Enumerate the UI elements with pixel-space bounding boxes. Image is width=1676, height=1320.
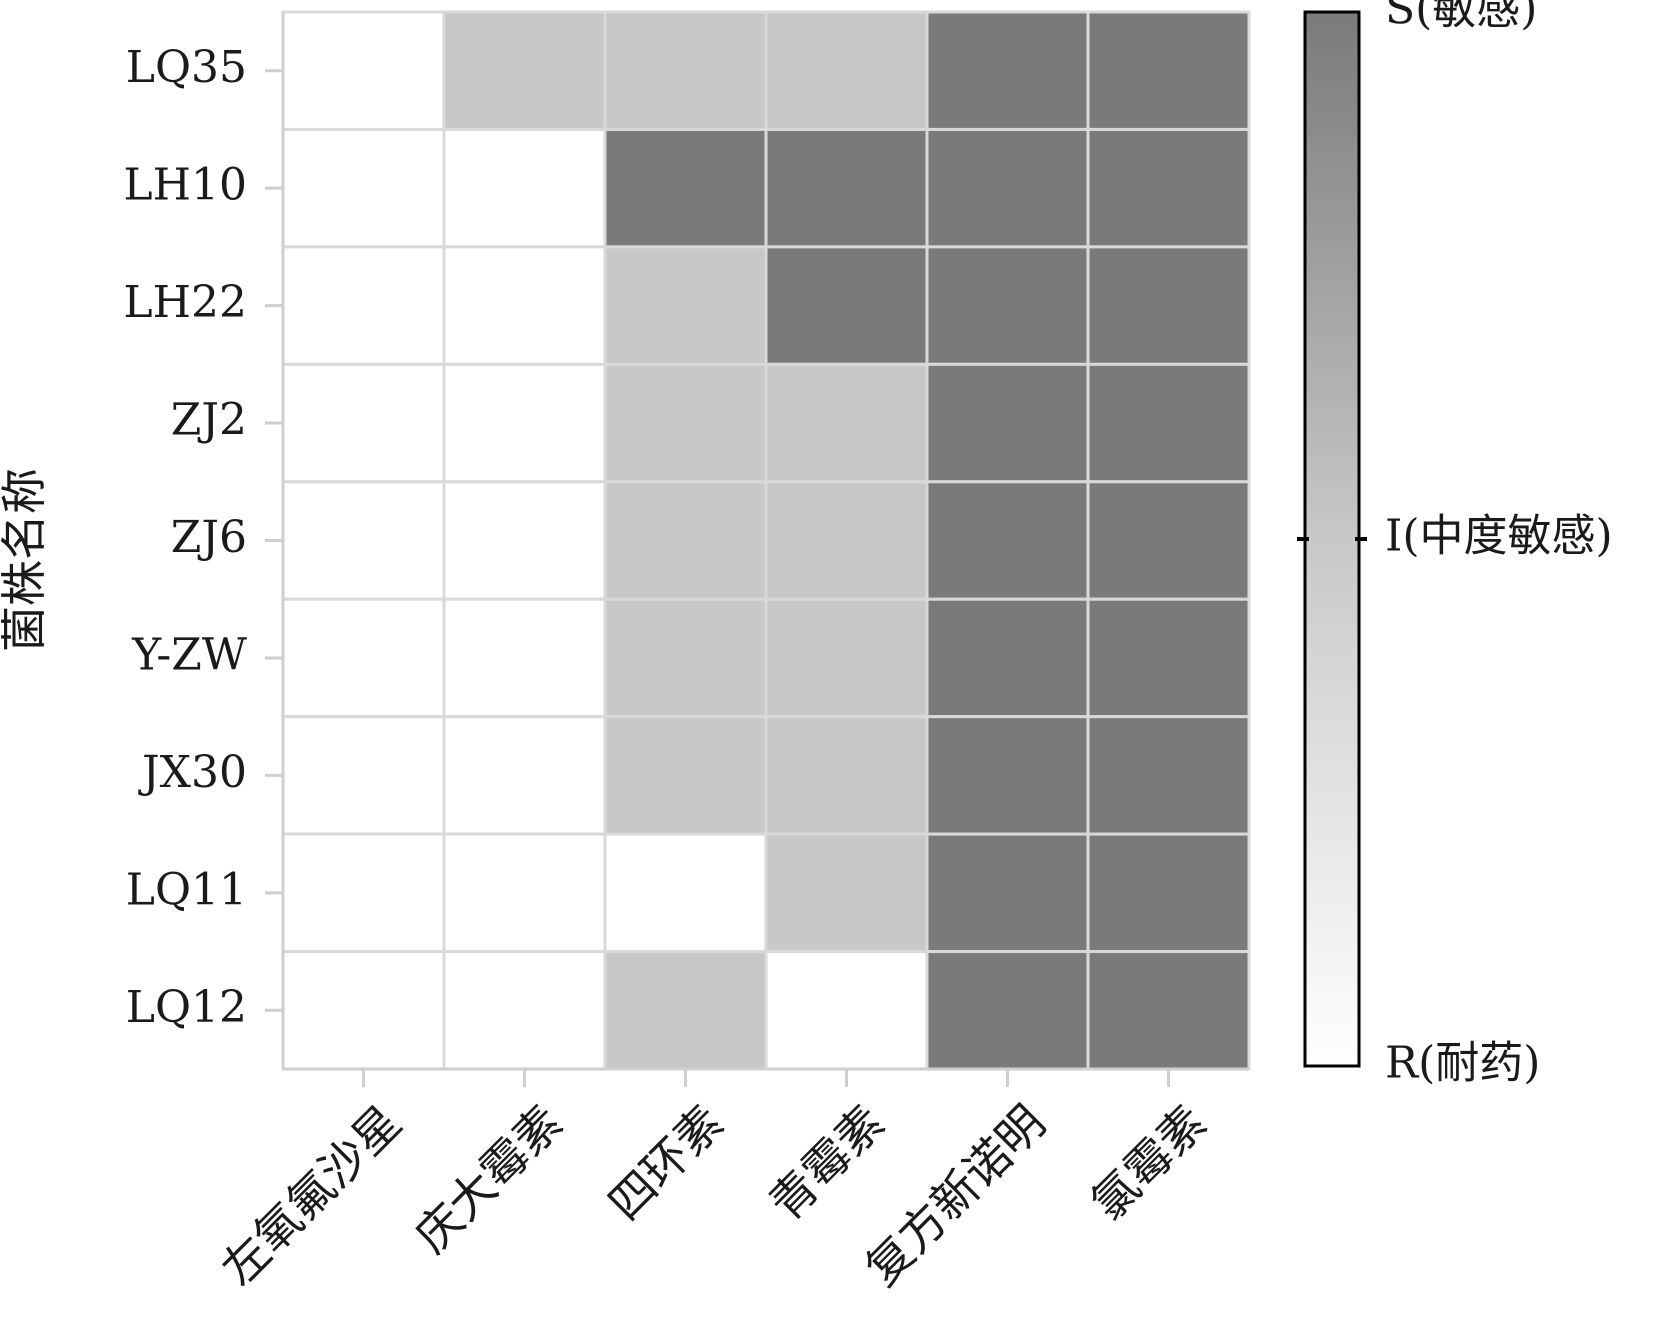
row-label: ZJ6: [171, 512, 247, 563]
heatmap-cell: [1086, 950, 1251, 1071]
row-labels: LQ35 LH10 LH22 ZJ2 ZJ6 Y-ZW JX30 LQ11 LQ12: [123, 42, 283, 1033]
row-label: Y-ZW: [131, 629, 248, 680]
heatmap-cell: [603, 10, 768, 131]
heatmap-cell: [281, 362, 446, 484]
heatmap-cell: [925, 10, 1090, 131]
heatmap-cell: [1086, 362, 1251, 484]
heatmap-cell: [764, 480, 929, 601]
heatmap-cell: [281, 715, 446, 836]
column-label: 氯霉素: [1081, 1095, 1217, 1231]
heatmap-cell: [764, 597, 929, 719]
colorbar-label: I(中度敏感): [1385, 511, 1613, 562]
colorbar-label: S(敏感): [1385, 0, 1537, 35]
heatmap-cell: [281, 245, 446, 366]
heatmap-cell: [442, 950, 607, 1071]
heatmap-cell: [603, 715, 768, 836]
heatmap-cell: [764, 950, 929, 1071]
heatmap-cell: [442, 10, 607, 131]
heatmap-cell: [925, 362, 1090, 484]
y-axis-title: 菌株名称: [0, 468, 51, 652]
heatmap-cell: [1086, 127, 1251, 249]
heatmap-cell: [764, 127, 929, 249]
column-label: 左氧氟沙星: [211, 1095, 412, 1296]
row-label: LH22: [123, 277, 247, 328]
row-label: LQ12: [126, 982, 247, 1033]
heatmap-cell: [925, 832, 1090, 954]
row-label: JX30: [138, 747, 247, 798]
heatmap-cell: [1086, 245, 1251, 366]
heatmap-cell: [281, 950, 446, 1071]
heatmap-cell: [925, 480, 1090, 601]
heatmap-cell: [442, 245, 607, 366]
heatmap-cell: [603, 245, 768, 366]
heatmap-cell: [442, 127, 607, 249]
colorbar-label: R(耐药): [1385, 1038, 1540, 1089]
heatmap-cell: [442, 832, 607, 954]
heatmap-cell: [603, 832, 768, 954]
heatmap-cell: [764, 715, 929, 836]
heatmap-cell: [925, 950, 1090, 1071]
heatmap-cell: [603, 480, 768, 601]
column-label: 庆大霉素: [404, 1095, 572, 1263]
heatmap-cell: [764, 832, 929, 954]
heatmap-cell: [603, 597, 768, 719]
row-label: LH10: [123, 160, 247, 211]
colorbar-gradient: [1303, 10, 1361, 1068]
heatmap-cell: [925, 245, 1090, 366]
heatmap-cell: [764, 245, 929, 366]
heatmap-cell: [603, 127, 768, 249]
heatmap-cell: [442, 715, 607, 836]
row-label: LQ11: [126, 864, 247, 915]
heatmap-cell: [603, 950, 768, 1071]
heatmap-cell: [764, 10, 929, 131]
heatmap-cell: [925, 597, 1090, 719]
heatmap-cell: [1086, 10, 1251, 131]
heatmap-cell: [1086, 480, 1251, 601]
heatmap-cell: [442, 362, 607, 484]
heatmap-cell: [281, 480, 446, 601]
colorbar: R(耐药) I(中度敏感) S(敏感): [1297, 0, 1613, 1089]
heatmap-cell: [1086, 715, 1251, 836]
column-label: 青霉素: [759, 1095, 895, 1231]
heatmap-cell: [1086, 597, 1251, 719]
heatmap-cell: [764, 362, 929, 484]
row-label: ZJ2: [171, 395, 247, 446]
heatmap-cell: [281, 10, 446, 131]
heatmap-cell: [442, 480, 607, 601]
heatmap-cell: [925, 715, 1090, 836]
heatmap-cell: [281, 597, 446, 719]
heatmap-cell: [1086, 832, 1251, 954]
heatmap-cell: [281, 127, 446, 249]
heatmap-cell: [281, 832, 446, 954]
heatmap-cell: [925, 127, 1090, 249]
heatmap-cell: [603, 362, 768, 484]
column-label: 四环素: [598, 1095, 734, 1231]
heatmap-cell: [442, 597, 607, 719]
heatmap-cells: [281, 10, 1251, 1071]
row-label: LQ35: [126, 42, 247, 93]
